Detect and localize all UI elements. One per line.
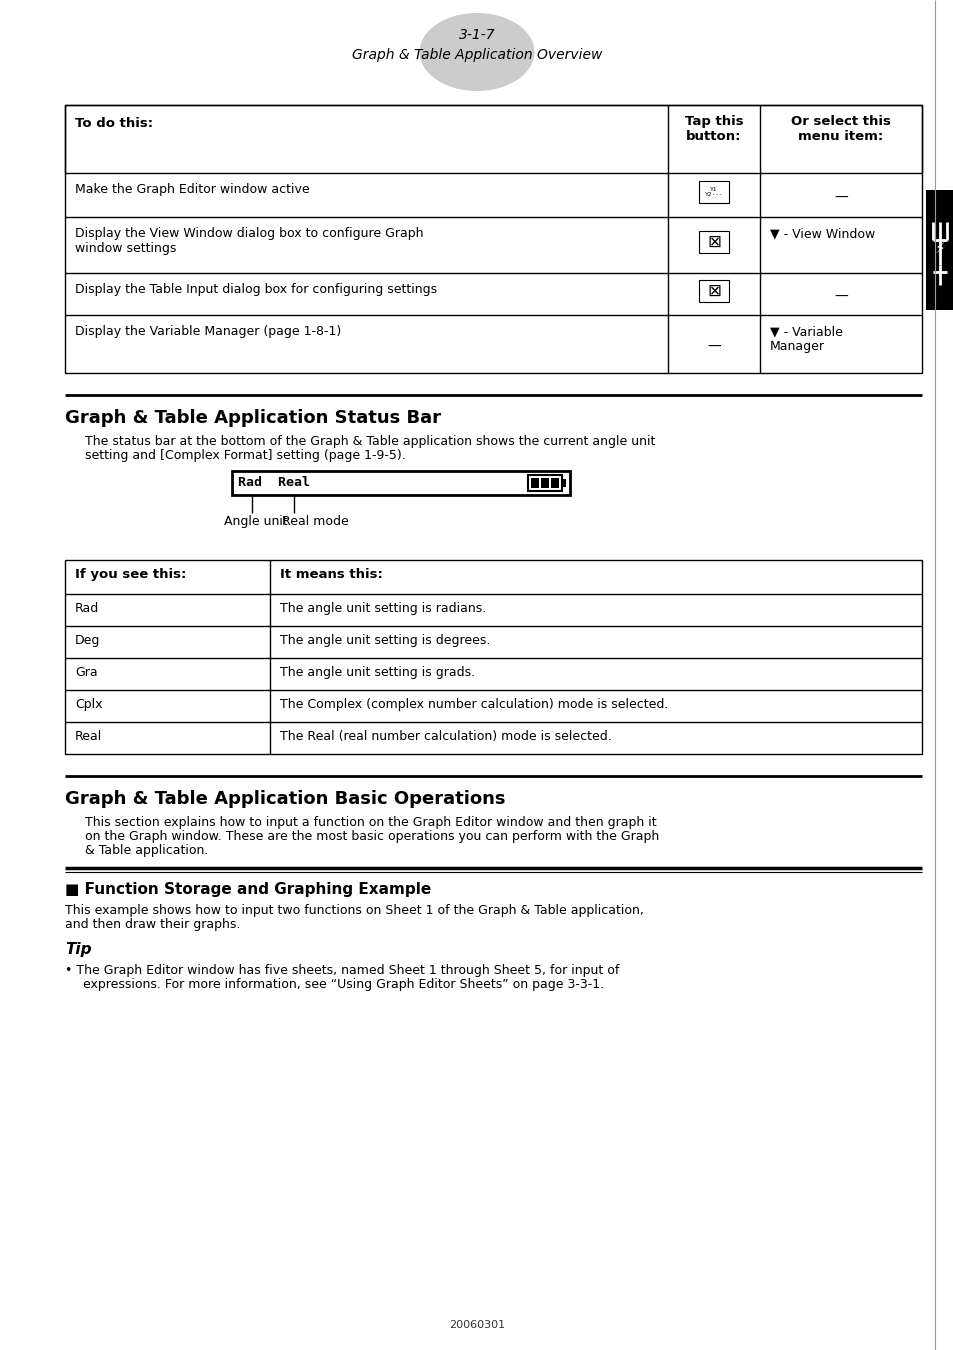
Bar [551, 478, 558, 487]
Text: and then draw their graphs.: and then draw their graphs. [65, 918, 240, 932]
Text: Or select this
menu item:: Or select this menu item: [790, 115, 890, 143]
Text: Graph & Table Application Basic Operations: Graph & Table Application Basic Operatio… [65, 790, 505, 809]
Text: Rad  Real: Rad Real [237, 477, 310, 490]
Text: ⊠: ⊠ [706, 234, 720, 251]
Text: ▼ - View Window: ▼ - View Window [769, 227, 874, 240]
Text: The angle unit setting is radians.: The angle unit setting is radians. [280, 602, 486, 616]
Text: Angle unit: Angle unit [224, 514, 288, 528]
Bar [531, 478, 538, 487]
Text: & Table application.: & Table application. [85, 844, 208, 857]
Ellipse shape [419, 14, 534, 90]
Text: Tip: Tip [65, 942, 91, 957]
Bar [65, 560, 921, 755]
Text: ■ Function Storage and Graphing Example: ■ Function Storage and Graphing Example [65, 882, 431, 896]
Text: If you see this:: If you see this: [75, 568, 186, 580]
Text: The angle unit setting is grads.: The angle unit setting is grads. [280, 666, 475, 679]
Text: Gra: Gra [75, 666, 97, 679]
Text: 20060301: 20060301 [449, 1320, 504, 1330]
Bar [699, 279, 728, 302]
Text: Rad: Rad [75, 602, 99, 616]
Text: Deg: Deg [75, 634, 100, 647]
Text: ⊠: ⊠ [706, 282, 720, 300]
Text: expressions. For more information, see “Using Graph Editor Sheets” on page 3-3-1: expressions. For more information, see “… [75, 977, 603, 991]
Text: This example shows how to input two functions on Sheet 1 of the Graph & Table ap: This example shows how to input two func… [65, 904, 643, 917]
Text: The angle unit setting is degrees.: The angle unit setting is degrees. [280, 634, 490, 647]
Text: on the Graph window. These are the most basic operations you can perform with th: on the Graph window. These are the most … [85, 830, 659, 842]
Text: Real: Real [75, 730, 102, 742]
Text: • The Graph Editor window has five sheets, named Sheet 1 through Sheet 5, for in: • The Graph Editor window has five sheet… [65, 964, 618, 977]
Text: —: — [706, 340, 720, 354]
Text: Tap this
button:: Tap this button: [684, 115, 742, 143]
Text: The Real (real number calculation) mode is selected.: The Real (real number calculation) mode … [280, 730, 611, 742]
Text: —: — [833, 290, 847, 304]
Text: Cplx: Cplx [75, 698, 102, 711]
Text: This section explains how to input a function on the Graph Editor window and the: This section explains how to input a fun… [85, 815, 656, 829]
Text: Display the Table Input dialog box for configuring settings: Display the Table Input dialog box for c… [75, 284, 436, 296]
Text: Make the Graph Editor window active: Make the Graph Editor window active [75, 184, 310, 196]
Text: ⚡: ⚡ [934, 240, 944, 255]
Text: Graph & Table Application Overview: Graph & Table Application Overview [352, 49, 601, 62]
Text: Real mode: Real mode [282, 514, 349, 528]
Text: Display the View Window dialog box to configure Graph
window settings: Display the View Window dialog box to co… [75, 227, 423, 255]
Text: The Complex (complex number calculation) mode is selected.: The Complex (complex number calculation)… [280, 698, 668, 711]
Bar [925, 190, 953, 310]
Text: Display the Variable Manager (page 1-8-1): Display the Variable Manager (page 1-8-1… [75, 325, 341, 338]
Text: Y1
Y2···: Y1 Y2··· [704, 186, 722, 197]
Bar [540, 478, 548, 487]
Text: The status bar at the bottom of the Graph & Table application shows the current : The status bar at the bottom of the Grap… [85, 435, 655, 448]
Bar [232, 471, 569, 495]
Text: Graph & Table Application Status Bar: Graph & Table Application Status Bar [65, 409, 440, 427]
Text: Manager: Manager [769, 340, 824, 352]
Text: It means this:: It means this: [280, 568, 382, 580]
Bar [699, 181, 728, 202]
Bar [65, 105, 921, 373]
Bar [527, 475, 561, 491]
Text: setting and [Complex Format] setting (page 1-9-5).: setting and [Complex Format] setting (pa… [85, 450, 405, 462]
Text: To do this:: To do this: [75, 117, 153, 130]
Bar [699, 231, 728, 252]
Text: 3-1-7: 3-1-7 [458, 28, 495, 42]
Text: ▼ - Variable: ▼ - Variable [769, 325, 842, 338]
Bar [65, 105, 921, 173]
Text: —: — [833, 190, 847, 205]
Bar [561, 479, 565, 487]
